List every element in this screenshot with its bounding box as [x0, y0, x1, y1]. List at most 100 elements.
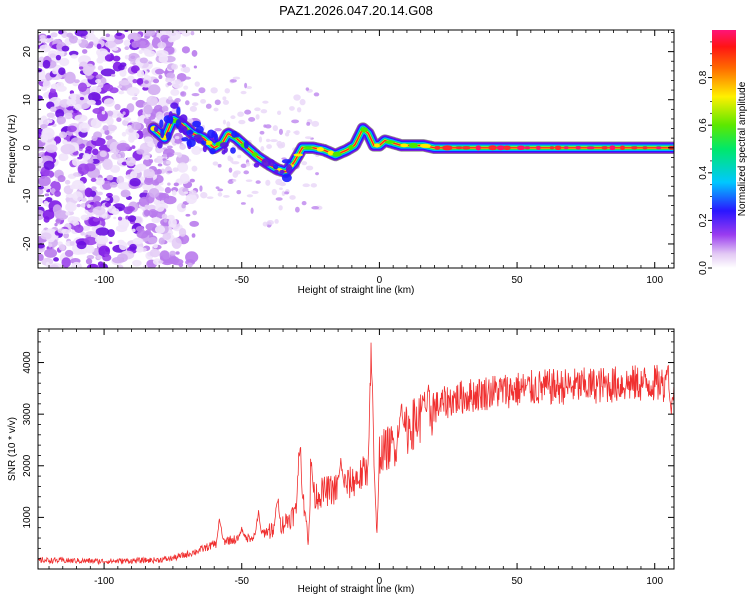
noise-speckle [163, 195, 177, 205]
ridge-hotspot [442, 145, 453, 151]
snr-series-line [38, 342, 674, 566]
ridge-hotspot [554, 145, 562, 151]
noise-speckle [95, 78, 101, 84]
ridge-hotspot [630, 146, 638, 150]
ridge-blob [253, 162, 260, 168]
noise-speckle [205, 103, 212, 109]
noise-speckle [50, 83, 59, 90]
noise-speckle [60, 144, 76, 155]
noise-speckle [78, 66, 84, 70]
ridge-blob [202, 145, 207, 153]
noise-speckle [123, 39, 132, 47]
noise-speckle [49, 264, 59, 268]
noise-speckle [136, 78, 144, 85]
noise-speckle [64, 249, 74, 257]
noise-speckle [255, 114, 260, 120]
noise-speckle [232, 171, 239, 178]
ridge-blob [192, 120, 201, 128]
noise-speckle [174, 135, 180, 140]
noise-speckle [63, 232, 70, 239]
noise-speckle [82, 153, 91, 161]
noise-speckle [185, 100, 190, 106]
noise-speckle [86, 263, 99, 268]
snr-x-tick-label: 50 [512, 576, 524, 587]
ridge-blob [243, 140, 249, 149]
noise-speckle [302, 183, 310, 188]
noise-speckle [119, 157, 125, 162]
noise-speckle [240, 163, 247, 169]
noise-speckle [92, 206, 106, 216]
noise-speckle [55, 109, 65, 119]
noise-speckle [64, 141, 71, 145]
noise-speckle [149, 98, 158, 106]
noise-speckle [84, 148, 92, 155]
ridge-hotspot [385, 140, 395, 144]
noise-speckle [85, 258, 93, 265]
noise-speckle [166, 152, 173, 156]
noise-speckle [167, 96, 173, 101]
noise-speckle [95, 74, 103, 80]
ridge-blob [179, 114, 188, 124]
colorbar-ticks: 0.0 0.2 0.4 0.6 0.8 [698, 41, 712, 275]
noise-speckle [187, 262, 193, 268]
noise-speckle [87, 158, 94, 164]
ridge-blob [170, 102, 179, 109]
noise-speckle [191, 49, 198, 57]
noise-speckle [78, 143, 86, 149]
spectrogram-x-tick-label: -100 [94, 275, 114, 286]
noise-speckle [160, 34, 170, 43]
ridge-blob [230, 147, 236, 154]
noise-speckle [98, 82, 104, 89]
noise-speckle [44, 248, 58, 258]
noise-speckle [135, 39, 150, 49]
noise-speckle [79, 96, 85, 101]
ridge-blob [223, 146, 228, 153]
noise-speckle [281, 181, 285, 186]
noise-speckle [170, 88, 180, 96]
noise-speckle [171, 189, 177, 196]
noise-speckle [124, 117, 132, 122]
noise-speckle [67, 216, 78, 224]
noise-speckle [213, 107, 219, 112]
noise-speckle [111, 208, 120, 215]
colorbar-tick-label: 0.8 [698, 70, 709, 84]
noise-speckle [310, 183, 318, 188]
noise-speckle [50, 106, 57, 113]
noise-speckle [147, 237, 158, 244]
noise-speckle [191, 165, 198, 172]
noise-speckle [143, 104, 153, 115]
noise-speckle [152, 258, 162, 266]
noise-speckle [39, 34, 46, 40]
noise-speckle [42, 80, 51, 89]
noise-speckle [158, 237, 165, 245]
noise-speckle [174, 98, 181, 103]
noise-speckle [124, 55, 130, 60]
noise-speckle [58, 153, 69, 162]
noise-speckle [128, 134, 135, 143]
noise-speckle [104, 54, 114, 62]
noise-speckle [46, 112, 56, 118]
ridge-blob [207, 129, 216, 139]
noise-speckle [240, 90, 247, 95]
noise-speckle [42, 59, 51, 69]
noise-speckle [229, 79, 237, 83]
noise-speckle [159, 250, 170, 261]
ridge-blob [178, 124, 184, 134]
noise-speckle [105, 116, 114, 126]
noise-speckle [293, 94, 301, 101]
noise-speckle [244, 109, 252, 115]
noise-speckle [113, 216, 117, 220]
noise-speckle [279, 187, 283, 190]
noise-speckle [212, 161, 219, 166]
noise-speckle [172, 167, 179, 172]
noise-speckle [278, 128, 283, 135]
noise-speckle [128, 128, 134, 133]
noise-speckle [69, 184, 76, 190]
noise-speckle [72, 248, 84, 255]
noise-speckle [185, 193, 198, 205]
noise-speckle [149, 159, 154, 164]
noise-speckle [229, 157, 234, 163]
noise-speckle [115, 225, 128, 233]
noise-speckle [109, 164, 121, 173]
noise-speckle [259, 130, 265, 135]
